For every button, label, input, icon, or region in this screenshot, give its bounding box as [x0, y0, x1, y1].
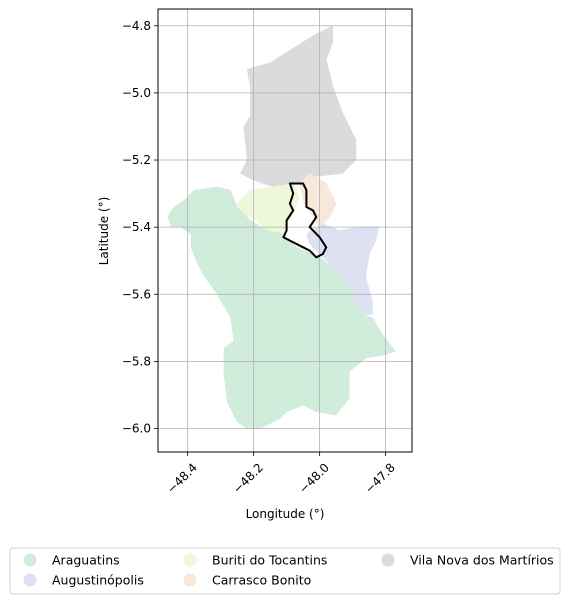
- legend: Araguatins Augustinópolis Buriti do Tocant…: [9, 547, 561, 595]
- x-tick-label: −48.4: [164, 460, 200, 496]
- region-carrasco-bonito: [299, 173, 337, 228]
- y-tick-label: −4.8: [122, 19, 151, 33]
- y-axis-title: Latitude (°): [97, 197, 111, 266]
- legend-label-araguatins: Araguatins: [52, 553, 120, 568]
- legend-swatch-buriti-do-tocantins: [183, 553, 197, 567]
- region-araguatins: [167, 186, 396, 429]
- legend-frame: [9, 547, 561, 595]
- x-axis-title: Longitude (°): [246, 507, 325, 521]
- x-tick-label: −48.2: [230, 460, 266, 496]
- gridlines: [158, 9, 412, 452]
- legend-label-carrasco-bonito: Carrasco Bonito: [212, 573, 311, 588]
- region-layer: [167, 25, 396, 429]
- highlighted-boundary: [282, 182, 328, 259]
- x-axis-ticks: −48.4 −48.2 −48.0 −47.8: [164, 452, 398, 496]
- y-axis-ticks: −4.8 −5.0 −5.2 −5.4 −5.6 −5.8 −6.0: [122, 19, 158, 436]
- y-tick-label: −5.2: [122, 153, 151, 167]
- x-tick-label: −47.8: [362, 460, 398, 496]
- legend-swatch-carrasco-bonito: [183, 573, 197, 587]
- y-tick-label: −5.0: [122, 86, 151, 100]
- region-buriti-do-tocantins: [236, 183, 301, 235]
- y-tick-label: −6.0: [122, 422, 151, 436]
- legend-swatch-araguatins: [23, 553, 37, 567]
- x-tick-label: −48.0: [296, 460, 332, 496]
- y-tick-label: −5.8: [122, 354, 151, 368]
- highlight-layer: [282, 182, 328, 259]
- legend-swatch-augustinopolis: [23, 573, 37, 587]
- plot-frame: [157, 8, 413, 453]
- legend-label-augustinopolis: Augustinópolis: [52, 573, 144, 588]
- y-tick-label: −5.4: [122, 220, 151, 234]
- legend-swatch-vila-nova-dos-martirios: [381, 553, 395, 567]
- y-tick-label: −5.6: [122, 287, 151, 301]
- legend-label-vila-nova-dos-martirios: Vila Nova dos Martírios: [410, 553, 554, 568]
- region-vila-nova-dos-martirios: [240, 25, 357, 188]
- legend-label-buriti-do-tocantins: Buriti do Tocantins: [212, 553, 327, 568]
- legend-items: Araguatins Augustinópolis Buriti do Tocant…: [23, 553, 554, 588]
